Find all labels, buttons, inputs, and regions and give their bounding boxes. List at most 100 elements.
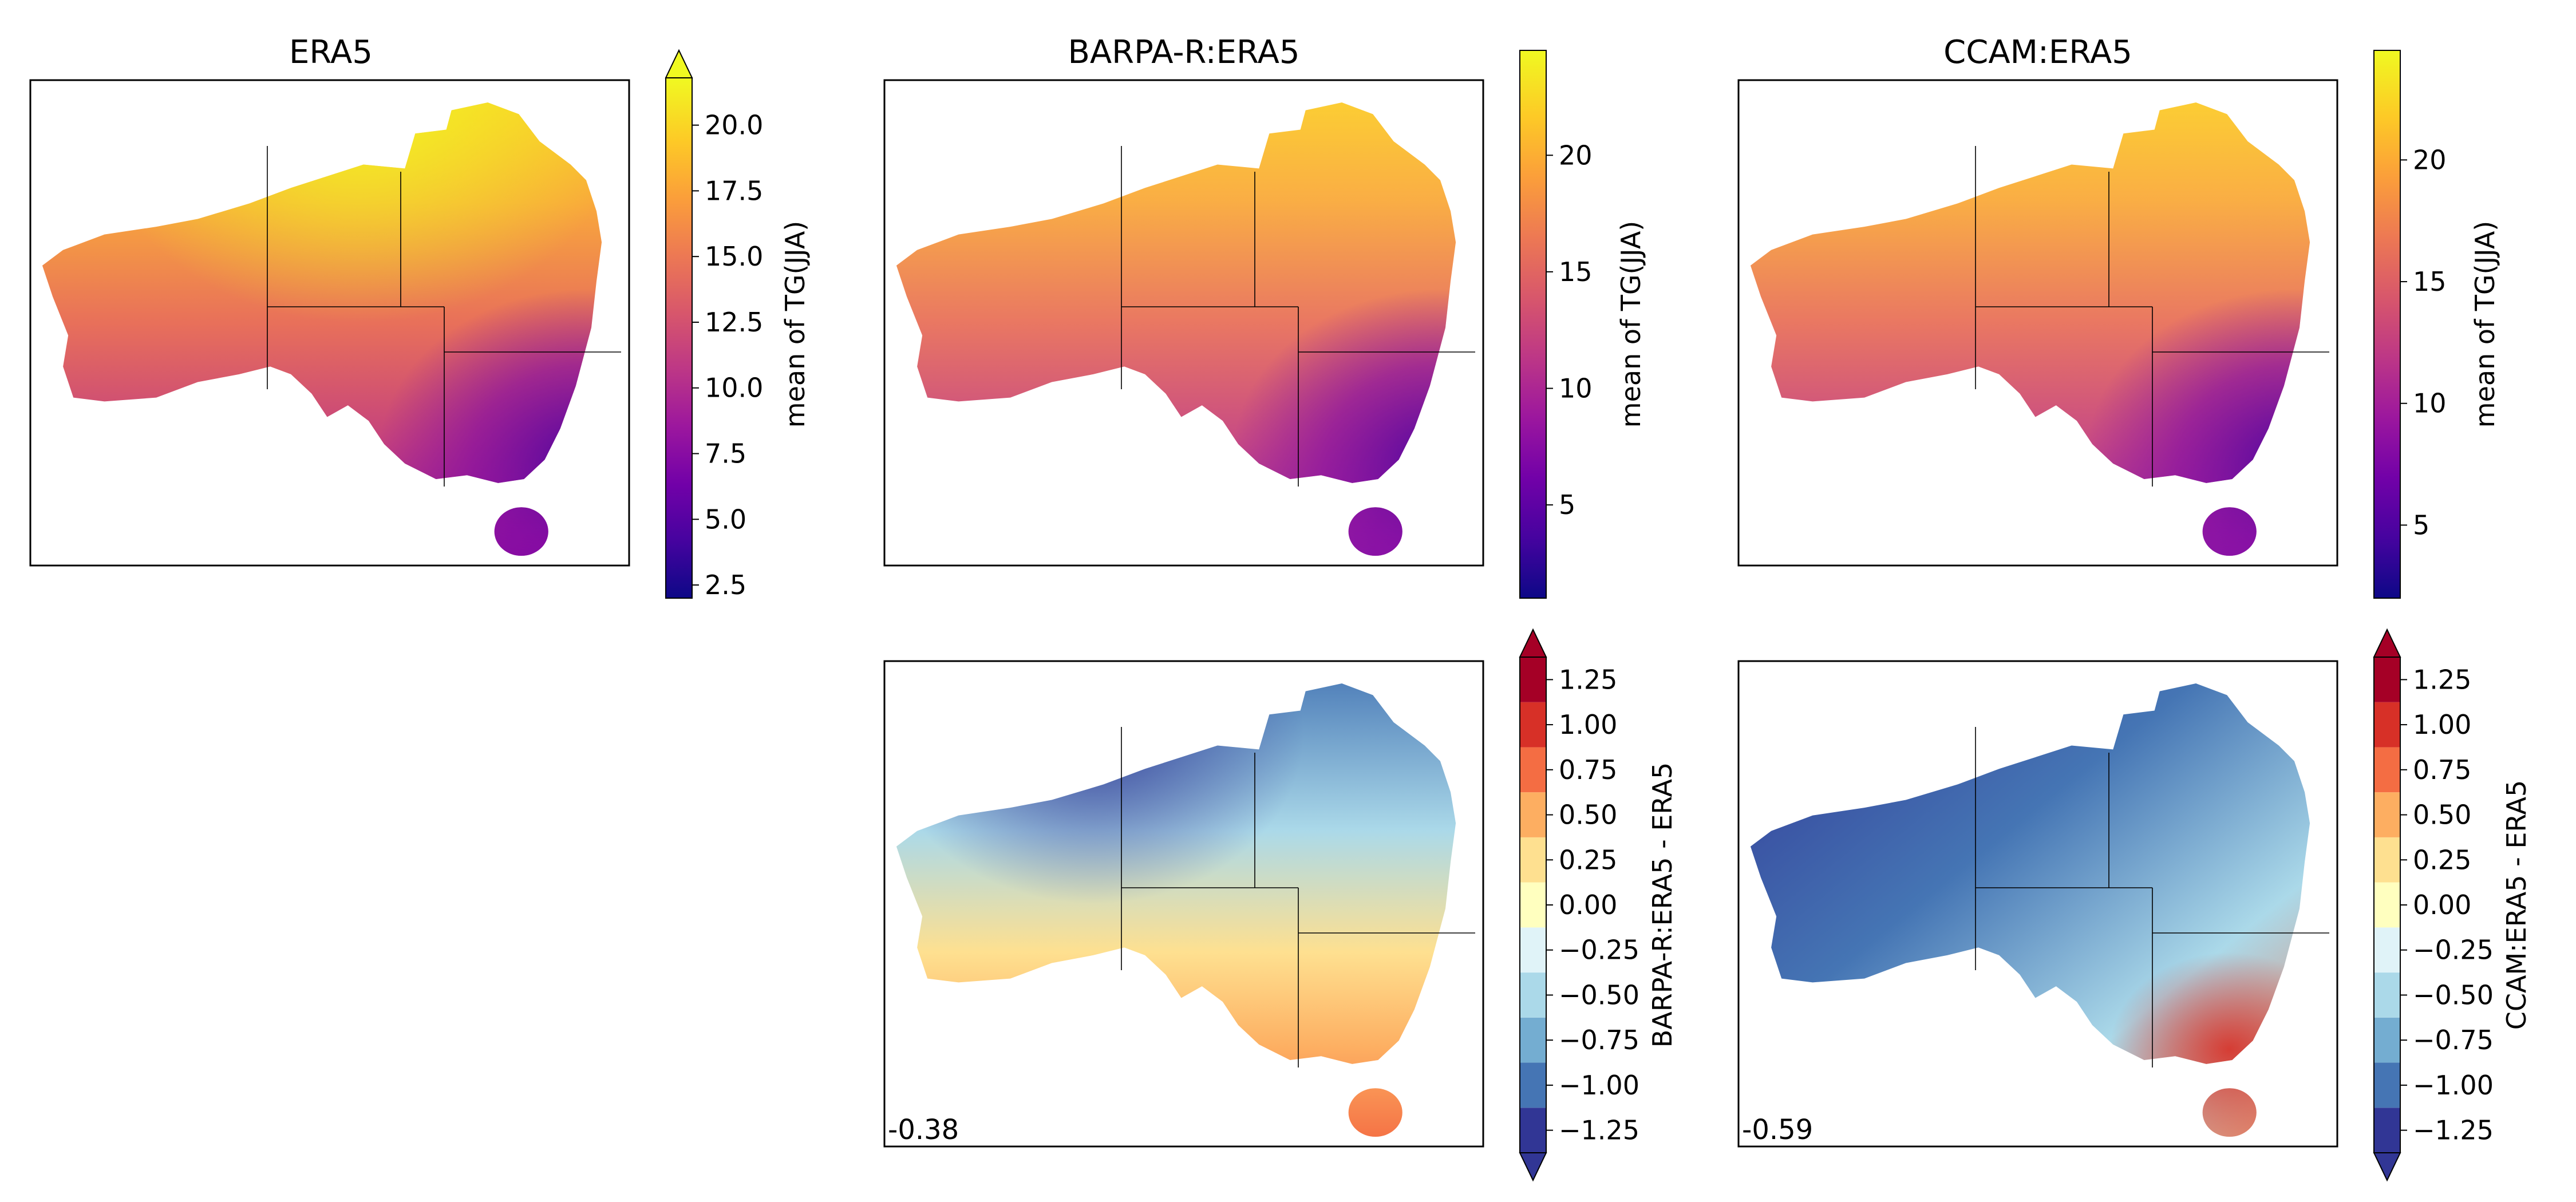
colorbar-segment (1520, 747, 1546, 793)
temperature-field (1750, 102, 2310, 556)
map-panel-barpa: BARPA-R:ERA5 (883, 34, 1484, 567)
state-borders (1121, 727, 1475, 1067)
map-panel-ccam: CCAM:ERA5 (1737, 34, 2338, 567)
colorbar-tick-label: 0.50 (1559, 800, 1617, 831)
colorbar-tick-label: 1.00 (2413, 709, 2471, 740)
colorbar-tick-label: 0.00 (2413, 889, 2471, 920)
colorbar-segment (1520, 1017, 1546, 1063)
colorbar-segment (1520, 837, 1546, 883)
state-borders (267, 146, 621, 487)
colorbar-segment (2374, 1017, 2400, 1063)
colorbar-tick-label: 1.25 (2413, 664, 2471, 695)
colorbar-gradient (1520, 50, 1546, 598)
colorbar-barpa-anomaly: −1.25 −1.00 −0.75 −0.50 −0.25 0.00 0.25 0.50 0.7… (1519, 628, 1678, 1182)
colorbar-tick-label: −1.25 (1559, 1115, 1639, 1146)
colorbar-tick-label: 20 (1559, 140, 1593, 171)
panel-title: ERA5 (289, 34, 373, 71)
map-panel-era5: ERA5 (29, 34, 630, 567)
colorbar-ccam: 5 10 15 20 mean of TG(JJA) (2373, 50, 2500, 599)
colorbar-tick-label: 2.5 (705, 570, 746, 600)
colorbar-frame (1519, 50, 1547, 599)
map-frame (883, 660, 1484, 1148)
state-borders (1121, 146, 1475, 487)
colorbar-tick-label: −0.50 (2413, 979, 2494, 1010)
colorbar-tick-label: 15 (2413, 266, 2447, 297)
colorbar-frame (665, 77, 693, 599)
colorbar-tick-label: 1.00 (1559, 709, 1617, 740)
colorbar-label: CCAM:ERA5 - ERA5 (2501, 780, 2532, 1030)
colorbar-tick-label: −1.00 (2413, 1070, 2494, 1101)
area-mean-value: -0.59 (1742, 1114, 1813, 1146)
colorbar-tick-label: 10.0 (705, 373, 763, 404)
colorbar-segment (2374, 837, 2400, 883)
map-panel-barpa-anomaly: -0.38 (883, 660, 1484, 1148)
colorbar-tick-label: −0.75 (1559, 1025, 1639, 1055)
colorbar-tick-label: 10 (1559, 373, 1593, 404)
colorbar-tick-label: 20 (2413, 144, 2447, 175)
colorbar-tick-label: 5.0 (705, 504, 746, 535)
colorbar-tick-label: −1.25 (2413, 1115, 2494, 1146)
colorbar-segment (1520, 657, 1546, 702)
colorbar-segment (2374, 702, 2400, 748)
colorbar-segment (1520, 1062, 1546, 1108)
colorbar-label: mean of TG(JJA) (2470, 221, 2500, 428)
colorbar-era5: 2.5 5.0 7.5 10.0 12.5 15.0 17.5 20.0 mean of TG(… (665, 49, 811, 600)
colorbar-tick-label: 0.00 (1559, 889, 1617, 920)
map-frame (883, 79, 1484, 567)
colorbar-segment (1520, 972, 1546, 1018)
colorbar-frame (2373, 50, 2401, 599)
colorbar-tick-label: 0.25 (2413, 844, 2471, 875)
area-mean-value: -0.38 (888, 1114, 959, 1146)
colorbar-segment (2374, 792, 2400, 837)
colorbar-tick-label: 5 (1559, 489, 1575, 520)
colorbar-barpa: 5 10 15 20 mean of TG(JJA) (1519, 50, 1646, 599)
colorbar-segment (2374, 882, 2400, 928)
colorbar-extend-max (665, 49, 693, 78)
colorbar-segment (2374, 1062, 2400, 1108)
colorbar-extend-min (1519, 1152, 1547, 1182)
colorbar-segment (1520, 792, 1546, 837)
anomaly-field (896, 683, 1456, 1137)
colorbar-segment (2374, 1108, 2400, 1153)
colorbar-gradient (666, 78, 692, 598)
colorbar-label: BARPA-R:ERA5 - ERA5 (1647, 762, 1678, 1048)
colorbar-tick-label: 20.0 (705, 110, 763, 141)
colorbar-segment (2374, 972, 2400, 1018)
colorbar-tick-label: 0.75 (2413, 754, 2471, 785)
temperature-field (896, 102, 1456, 556)
colorbar-tick-label: 5 (2413, 509, 2429, 540)
colorbar-tick-label: 15.0 (705, 241, 763, 272)
colorbar-tick-label: 0.75 (1559, 754, 1617, 785)
colorbar-tick-label: 17.5 (705, 175, 763, 206)
colorbar-extend-max (1519, 628, 1547, 658)
colorbar-tick-label: 15 (1559, 256, 1593, 287)
colorbar-tick-label: 12.5 (705, 307, 763, 338)
colorbar-extend-min (2373, 1152, 2401, 1182)
colorbar-segment (2374, 747, 2400, 793)
colorbar-segment (1520, 882, 1546, 928)
colorbar-tick-label: 1.25 (1559, 664, 1617, 695)
map-frame (1737, 79, 2338, 567)
colorbar-segment (1520, 1108, 1546, 1153)
map-frame (1737, 660, 2338, 1148)
colorbar-tick-label: −0.50 (1559, 979, 1639, 1010)
map-panel-ccam-anomaly: -0.59 (1737, 660, 2338, 1148)
panel-title: BARPA-R:ERA5 (1068, 34, 1299, 71)
colorbar-tick-label: −0.25 (2413, 935, 2494, 966)
colorbar-label: mean of TG(JJA) (1615, 221, 1646, 428)
colorbar-label: mean of TG(JJA) (780, 221, 811, 428)
colorbar-tick-label: −1.00 (1559, 1070, 1639, 1101)
colorbar-tick-label: −0.25 (1559, 935, 1639, 966)
temperature-field (42, 102, 602, 556)
colorbar-tick-label: 0.25 (1559, 844, 1617, 875)
colorbar-segment (1520, 927, 1546, 973)
state-borders (1975, 727, 2329, 1067)
anomaly-field (1750, 683, 2310, 1137)
state-borders (1975, 146, 2329, 487)
colorbar-segment (1520, 702, 1546, 748)
colorbar-gradient (2374, 50, 2400, 598)
colorbar-tick-label: 0.50 (2413, 800, 2471, 831)
map-frame (29, 79, 630, 567)
panel-title: CCAM:ERA5 (1943, 34, 2132, 71)
